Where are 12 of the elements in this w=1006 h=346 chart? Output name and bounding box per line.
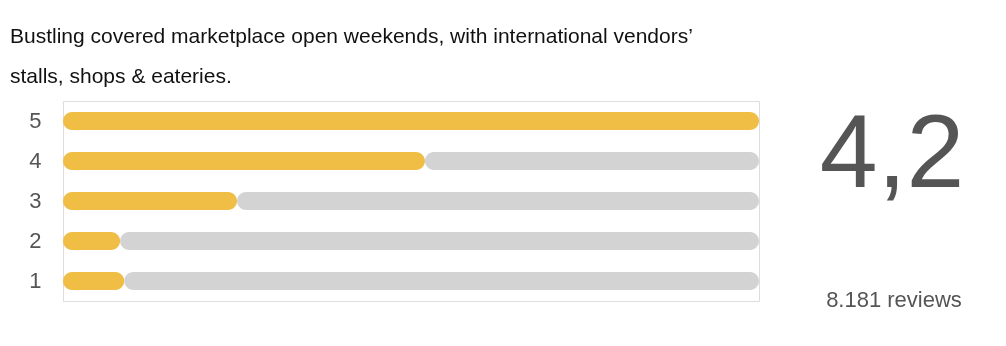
bar xyxy=(63,112,759,130)
chart-title: Bustling covered marketplace open weekends, with international vendors’ stalls, shops & eateries. xyxy=(10,24,693,87)
text: 8.181 reviews xyxy=(826,287,962,312)
y-tick-label: 4 xyxy=(29,148,42,173)
y-tick-label: 3 xyxy=(29,188,42,213)
bar xyxy=(63,152,425,170)
y-tick-label: 5 xyxy=(29,108,42,133)
bar xyxy=(63,192,237,210)
text: 4,2 xyxy=(819,93,965,209)
y-tick-label: 1 xyxy=(29,268,42,293)
bar xyxy=(63,272,125,290)
y-tick-label: 2 xyxy=(29,228,42,253)
